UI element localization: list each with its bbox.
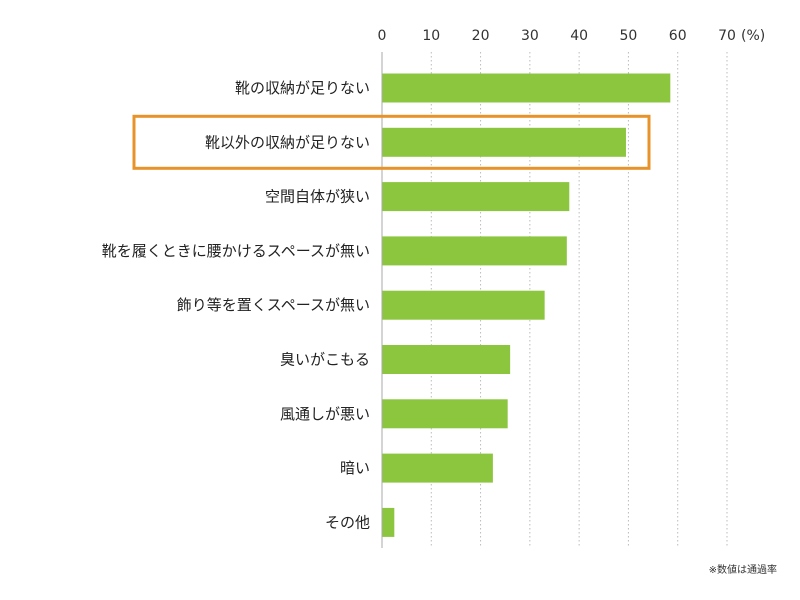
x-tick-label: 70 bbox=[718, 28, 736, 44]
category-label: 靴を履くときに腰かけるスペースが無い bbox=[102, 242, 370, 260]
bar bbox=[382, 236, 567, 266]
category-label: その他 bbox=[325, 513, 370, 531]
bars bbox=[382, 73, 671, 537]
bar bbox=[382, 345, 511, 374]
x-axis-unit-label: (%) bbox=[741, 28, 765, 44]
bar bbox=[382, 399, 508, 429]
category-labels: 靴の収納が足りない靴以外の収納が足りない空間自体が狭い靴を履くときに腰かけるスペ… bbox=[102, 79, 370, 531]
x-axis-ticks: 0 10 20 30 40 50 60 70 bbox=[378, 28, 736, 44]
category-label: 暗い bbox=[340, 459, 370, 477]
category-label: 空間自体が狭い bbox=[265, 188, 370, 206]
x-tick-label: 20 bbox=[472, 28, 490, 44]
x-tick-label: 60 bbox=[669, 28, 687, 44]
x-tick-label: 40 bbox=[570, 28, 588, 44]
x-tick-label: 10 bbox=[422, 28, 440, 44]
bar bbox=[382, 453, 493, 483]
x-tick-label: 30 bbox=[521, 28, 539, 44]
x-tick-label: 0 bbox=[378, 28, 387, 44]
category-label: 飾り等を置くスペースが無い bbox=[177, 296, 370, 314]
bar bbox=[382, 507, 395, 537]
bar bbox=[382, 73, 671, 103]
category-label: 靴以外の収納が足りない bbox=[205, 133, 370, 151]
bar bbox=[382, 127, 626, 157]
highlight-box bbox=[132, 114, 651, 170]
category-label: 風通しが悪い bbox=[280, 405, 370, 423]
category-label: 靴の収納が足りない bbox=[235, 79, 370, 97]
bar bbox=[382, 182, 570, 212]
category-label: 臭いがこもる bbox=[280, 351, 370, 369]
x-tick-label: 50 bbox=[620, 28, 638, 44]
bar bbox=[382, 290, 545, 320]
footnote: ※数値は通過率 bbox=[709, 563, 777, 576]
